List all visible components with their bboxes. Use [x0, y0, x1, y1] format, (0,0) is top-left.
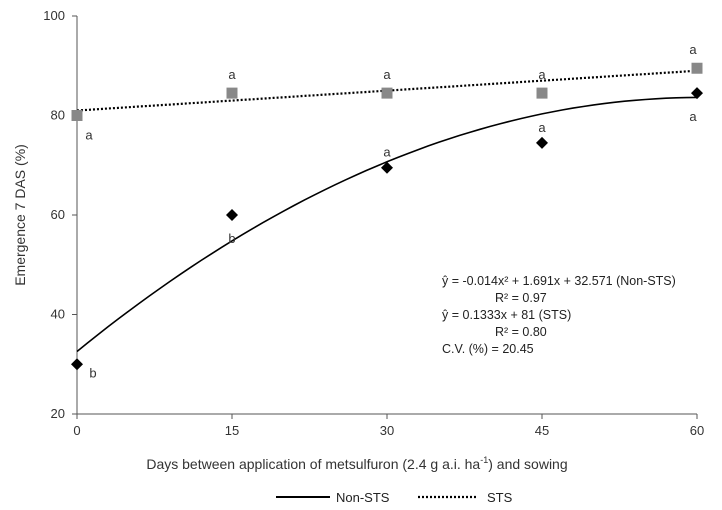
y-tick-label-2: 60 — [51, 207, 65, 222]
sig-label-non-sts-30: a — [383, 145, 391, 160]
tick-labels: 0 15 30 45 60 20 40 60 80 100 — [43, 8, 704, 438]
x-tick-label-2: 30 — [380, 423, 394, 438]
point-non-sts-0 — [71, 358, 83, 371]
point-non-sts-60 — [691, 87, 703, 100]
sig-label-sts-30: a — [383, 67, 391, 82]
sig-label-sts-0: a — [85, 128, 93, 143]
r2-sts: R² = 0.80 — [495, 325, 547, 339]
fit-line-sts — [76, 69, 698, 112]
y-tick-label-1: 40 — [51, 307, 65, 322]
y-tick-label-0: 20 — [51, 406, 65, 421]
sig-label-sts-15: a — [228, 67, 236, 82]
equation-non-sts: ŷ = -0.014x² + 1.691x + 32.571 (Non-STS) — [442, 274, 676, 288]
x-axis-title-main: Days between application of metsulfuron … — [146, 456, 480, 472]
point-non-sts-30 — [381, 161, 393, 174]
fit-line-non-sts — [76, 96, 698, 353]
cv-text: C.V. (%) = 20.45 — [442, 342, 534, 356]
point-sts-45 — [536, 87, 548, 99]
x-tick-label-3: 45 — [535, 423, 549, 438]
y-axis-title: Emergence 7 DAS (%) — [12, 144, 28, 286]
sig-label-non-sts-15: b — [228, 231, 235, 246]
x-axis-title-tail: ) and sowing — [488, 456, 567, 472]
point-sts-15 — [226, 87, 238, 99]
x-axis-title: Days between application of metsulfuron … — [146, 455, 567, 472]
sig-label-non-sts-0: b — [89, 365, 96, 380]
equation-box: ŷ = -0.014x² + 1.691x + 32.571 (Non-STS)… — [442, 274, 676, 356]
point-non-sts-15 — [226, 209, 238, 221]
equation-sts: ŷ = 0.1333x + 81 (STS) — [442, 308, 571, 322]
sig-label-sts-45: a — [538, 67, 546, 82]
sig-label-sts-60: a — [689, 42, 697, 57]
markers — [71, 62, 703, 371]
legend-label-sts: STS — [487, 490, 513, 505]
y-tick-label-4: 100 — [43, 8, 65, 23]
point-non-sts-45 — [536, 136, 548, 149]
legend-label-non-sts: Non-STS — [336, 490, 390, 505]
legend: Non-STS STS — [276, 490, 513, 505]
point-sts-30 — [381, 87, 393, 99]
y-tick-label-3: 80 — [51, 108, 65, 123]
point-sts-0 — [71, 110, 83, 121]
sig-label-non-sts-60: a — [689, 109, 697, 124]
sig-label-non-sts-45: a — [538, 120, 546, 135]
x-tick-label-0: 0 — [73, 423, 80, 438]
x-axis-title-superscript: -1 — [480, 455, 488, 465]
significance-labels: b b a a a a a a a a — [85, 42, 697, 380]
x-tick-label-1: 15 — [225, 423, 239, 438]
point-sts-60 — [691, 62, 703, 74]
x-tick-label-4: 60 — [690, 423, 704, 438]
fit-lines — [76, 69, 698, 353]
r2-non-sts: R² = 0.97 — [495, 291, 547, 305]
